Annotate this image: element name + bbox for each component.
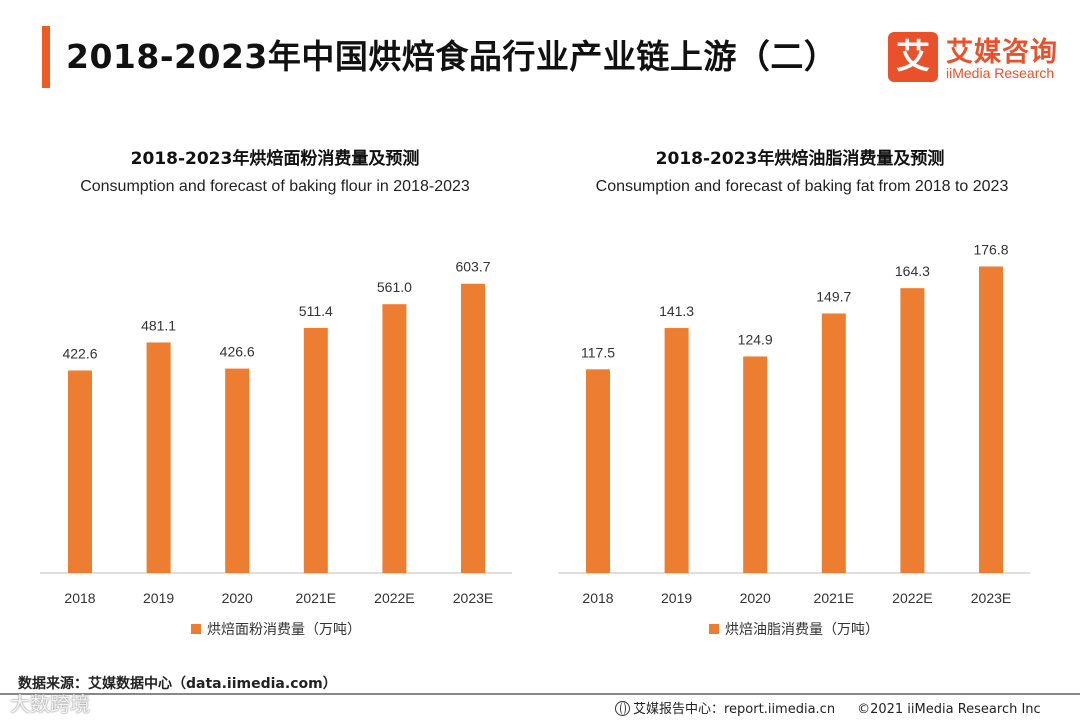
chart-2-tick-label: 2020: [740, 590, 771, 606]
chart-1-tick-label: 2021E: [296, 590, 336, 606]
chart-1-data-label: 511.4: [299, 303, 333, 319]
title-accent-bar: [42, 26, 50, 88]
chart-1-data-label: 603.7: [455, 259, 490, 275]
chart-2-bar: [821, 313, 846, 573]
chart-2-bar: [664, 328, 689, 573]
chart-2-legend-swatch: [709, 624, 719, 634]
page-title: 2018-2023年中国烘焙食品行业产业链上游（二）: [66, 37, 838, 76]
chart-2-tick-label: 2018: [582, 590, 613, 606]
chart-1-tick-label: 2020: [222, 590, 253, 606]
chart-1-data-label: 561.0: [377, 279, 412, 295]
chart-2-data-label: 149.7: [816, 288, 851, 304]
chart-2-data-label: 124.9: [738, 331, 773, 347]
chart-1-tick-label: 2023E: [453, 590, 493, 606]
copyright: ©2021 iiMedia Research Inc: [857, 702, 1041, 717]
chart-1-bar: [225, 368, 250, 573]
chart-1-bar: [146, 342, 171, 573]
chart-1-subtitle: Consumption and forecast of baking flour…: [80, 178, 470, 195]
logo-icon: 艾: [888, 32, 938, 82]
chart-2-tick-label: 2022E: [892, 590, 932, 606]
chart-1-tick-label: 2018: [64, 590, 95, 606]
chart-1-title: 2018-2023年烘焙面粉消费量及预测: [130, 149, 420, 169]
chart-2-tick-label: 2023E: [971, 590, 1011, 606]
report-center: 艾媒报告中心：report.iimedia.cn: [633, 702, 836, 717]
chart-2-title: 2018-2023年烘焙油脂消费量及预测: [655, 149, 945, 169]
chart-2-tick-label: 2019: [661, 590, 692, 606]
chart-2-data-label: 164.3: [895, 263, 930, 279]
chart-2-legend-label: 烘焙油脂消费量（万吨）: [725, 622, 879, 638]
chart-2-bar: [900, 288, 925, 573]
chart-1-bar: [68, 370, 92, 573]
chart-2-data-label: 117.5: [581, 344, 615, 360]
logo-name-en: iiMedia Research: [946, 65, 1055, 81]
chart-2-subtitle: Consumption and forecast of baking fat f…: [595, 178, 1009, 195]
data-source: 数据来源：艾媒数据中心（data.iimedia.com）: [18, 676, 337, 692]
logo-name-cn: 艾媒咨询: [946, 37, 1058, 68]
chart-2-data-label: 176.8: [973, 241, 1008, 257]
chart-1-bar: [461, 283, 485, 573]
chart-2-tick-label: 2021E: [814, 590, 854, 606]
watermark: 大数跨境: [10, 692, 90, 716]
chart-1-bar: [303, 327, 328, 573]
chart-2-bar: [979, 266, 1003, 573]
chart-1-tick-label: 2022E: [374, 590, 414, 606]
chart-1-legend-swatch: [191, 624, 201, 634]
chart-2-bar: [743, 356, 768, 573]
chart-1-tick-label: 2019: [143, 590, 174, 606]
footer-info: 艾媒报告中心：report.iimedia.cn ©2021 iiMedia Re…: [615, 698, 1041, 717]
chart-2-bar: [586, 369, 610, 573]
chart-1-legend-label: 烘焙面粉消费量（万吨）: [207, 622, 361, 638]
brand-logo: 艾 艾媒咨询 iiMedia Research: [888, 30, 1068, 86]
chart-2-data-label: 141.3: [659, 303, 694, 319]
chart-1-data-label: 422.6: [62, 346, 97, 362]
chart-1-bar: [382, 304, 407, 573]
globe-icon: [615, 701, 630, 716]
chart-1-data-label: 426.6: [220, 344, 255, 360]
footer-divider: [0, 693, 1080, 695]
chart-1-data-label: 481.1: [141, 317, 176, 333]
